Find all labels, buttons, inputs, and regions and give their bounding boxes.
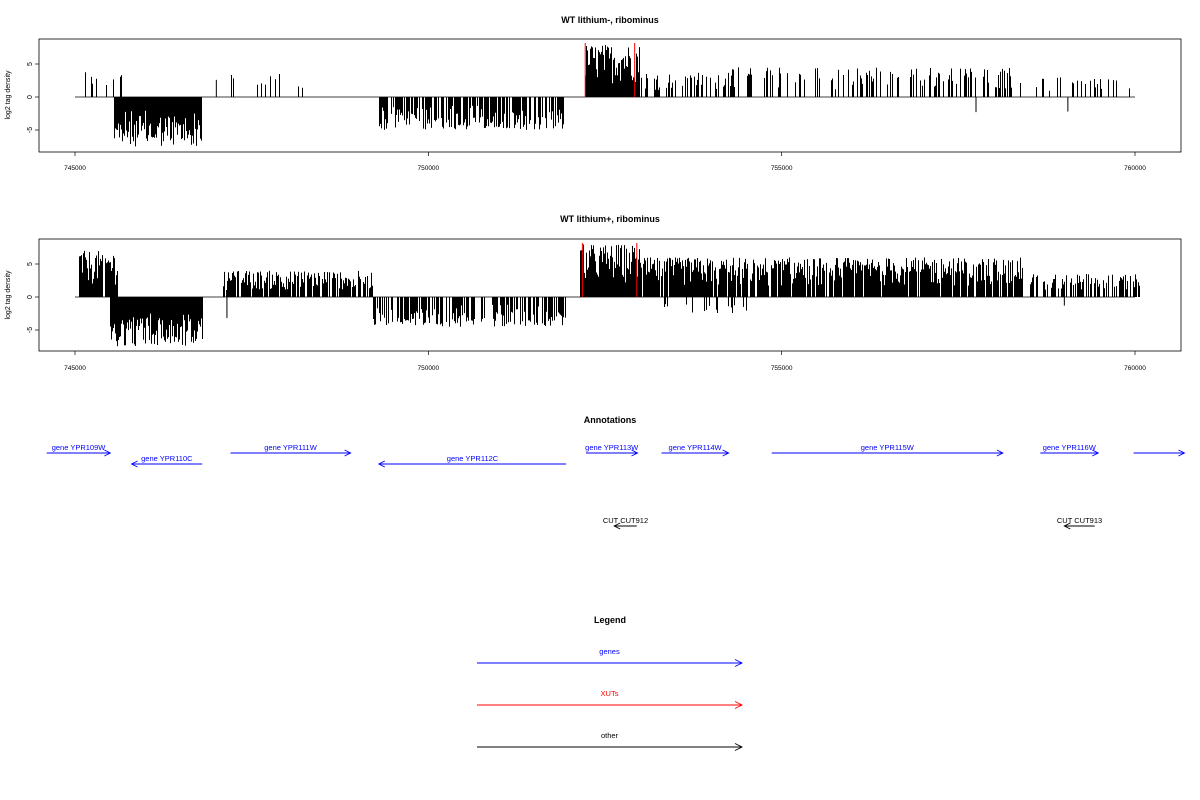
gene-label: gene YPR114W (669, 443, 723, 452)
gene-label: gene YPR111W (264, 443, 317, 452)
y-axis-label: log2 tag density (5, 270, 12, 320)
cut-arrow (613, 522, 637, 530)
y-tick-label: -5 (27, 327, 34, 333)
x-tick-label: 760000 (1124, 165, 1146, 172)
x-tick-label: 745000 (64, 165, 86, 172)
legend-label: other (601, 731, 619, 740)
legend-item-other: other (477, 731, 744, 751)
x-tick-label: 760000 (1124, 365, 1146, 372)
x-tick-label: 750000 (417, 365, 439, 372)
x-tick-label: 750000 (417, 165, 439, 172)
x-tick-label: 745000 (64, 365, 86, 372)
gene-arrow (661, 449, 730, 457)
axes: -5 0 5 745000 750000 755000 760000 (27, 38, 1182, 172)
signal-bars (75, 243, 1140, 347)
gene-label: gene YPR113W (585, 443, 639, 452)
gene-label: gene YPR109W (52, 443, 107, 452)
gene-arrow (771, 449, 1004, 457)
y-axis-label: log2 tag density (5, 70, 12, 120)
annotations-title: Annotations (584, 415, 637, 425)
gene-label: gene YPR110C (141, 454, 193, 463)
legend-title: Legend (594, 615, 626, 625)
gene-arrow (230, 449, 352, 457)
legend-items: genes XUTs other (477, 647, 744, 751)
legend-label: XUTs (601, 689, 619, 698)
track-panel-lithium-minus: WT lithium-, ribominus log2 tag density … (5, 15, 1182, 172)
axes: -5 0 5 745000 750000 755000 760000 (27, 238, 1182, 372)
plot-frame (38, 238, 1182, 352)
plot-frame (38, 38, 1182, 153)
track-panel-lithium-plus: WT lithium+, ribominus log2 tag density … (5, 214, 1182, 372)
legend-item-genes: genes (477, 647, 744, 667)
y-tick-label: 0 (27, 295, 34, 299)
gene-arrow (377, 460, 567, 468)
signal-bars (75, 43, 1135, 147)
x-tick-label: 755000 (771, 165, 793, 172)
gene-arrow (130, 460, 203, 468)
y-tick-label: 0 (27, 95, 34, 99)
legend-label: genes (599, 647, 620, 656)
annotation-features: gene YPR109W gene YPR110C gene YPR111W gene… (46, 443, 1186, 530)
y-tick-label: 5 (27, 62, 34, 66)
gene-label: gene YPR112C (447, 454, 499, 463)
y-tick-label: -5 (27, 127, 34, 133)
legend-arrowhead (734, 743, 744, 751)
cut-label: CUT CUT912 (603, 516, 648, 525)
gene-arrow (1133, 449, 1186, 457)
legend-arrowhead (734, 701, 744, 709)
panel-title: WT lithium+, ribominus (560, 214, 660, 224)
x-tick-label: 755000 (771, 365, 793, 372)
legend-arrowhead (734, 659, 744, 667)
y-tick-label: 5 (27, 262, 34, 266)
cut-arrow (1063, 522, 1095, 530)
gene-arrow (46, 449, 112, 457)
gene-label: gene YPR116W (1043, 443, 1097, 452)
gene-arrow (585, 449, 639, 457)
panel-title: WT lithium-, ribominus (561, 15, 659, 25)
cut-label: CUT CUT913 (1057, 516, 1102, 525)
legend: Legend genes XUTs other (477, 615, 744, 751)
legend-item-xuts: XUTs (477, 689, 744, 709)
gene-label: gene YPR115W (861, 443, 915, 452)
gene-arrow (1040, 449, 1100, 457)
